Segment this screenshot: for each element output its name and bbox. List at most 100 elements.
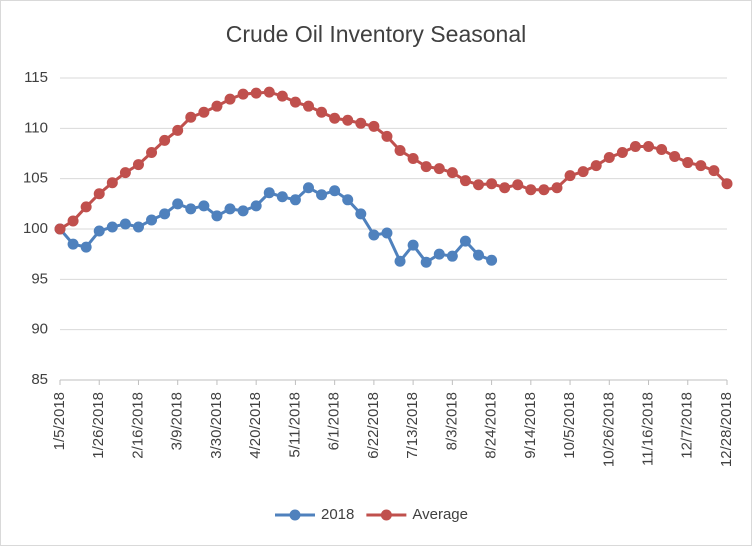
point: [368, 120, 380, 132]
point: [486, 254, 498, 266]
point: [250, 200, 262, 212]
point: [250, 87, 262, 99]
series-line: [58, 185, 493, 265]
point: [433, 163, 445, 175]
chart-title: Crude Oil Inventory Seasonal: [226, 21, 526, 47]
point: [473, 179, 485, 191]
point: [669, 151, 681, 163]
y-tick-label: 105: [23, 170, 48, 187]
point: [682, 157, 694, 169]
point: [67, 215, 79, 227]
point: [381, 227, 393, 239]
point: [342, 194, 354, 206]
point: [394, 144, 406, 156]
point: [564, 170, 576, 182]
x-tick-label: 12/7/2018: [679, 392, 696, 459]
point: [316, 106, 328, 118]
point: [276, 191, 288, 203]
legend-marker: [380, 509, 392, 521]
point: [80, 201, 92, 213]
point: [525, 184, 537, 196]
x-tick-label: 10/5/2018: [561, 392, 578, 459]
point: [93, 188, 105, 200]
point: [106, 177, 118, 189]
y-tick-label: 85: [31, 371, 48, 388]
point: [499, 182, 511, 194]
point: [263, 86, 275, 98]
x-tick-label: 4/20/2018: [247, 392, 264, 459]
point: [119, 167, 131, 179]
point: [185, 111, 197, 123]
point: [289, 194, 301, 206]
x-tick-label: 8/24/2018: [483, 392, 500, 459]
y-tick-label: 100: [23, 220, 48, 237]
point: [420, 161, 432, 173]
point: [263, 187, 275, 199]
point: [119, 218, 131, 230]
y-tick-label: 90: [31, 321, 48, 338]
point: [446, 250, 458, 262]
y-tick-label: 110: [24, 119, 48, 136]
x-tick-label: 12/28/2018: [718, 392, 735, 467]
point: [446, 167, 458, 179]
x-tick-label: 1/5/2018: [51, 392, 68, 450]
x-tick-label: 3/9/2018: [169, 392, 186, 450]
point: [329, 185, 341, 197]
point: [276, 90, 288, 102]
point: [590, 160, 602, 172]
series-line: [59, 90, 729, 231]
point: [211, 100, 223, 112]
point: [551, 182, 563, 194]
point: [459, 235, 471, 247]
point: [355, 208, 367, 220]
point: [146, 146, 158, 158]
point: [224, 93, 236, 105]
point: [656, 143, 668, 155]
point: [54, 223, 66, 235]
point: [198, 106, 210, 118]
x-tick-label: 5/11/2018: [286, 392, 303, 458]
x-tick-label: 11/16/2018: [639, 392, 656, 466]
point: [198, 200, 210, 212]
x-tick-label: 1/26/2018: [90, 392, 107, 459]
point: [132, 159, 144, 171]
x-tick-label: 6/22/2018: [365, 392, 382, 459]
point: [302, 182, 314, 194]
x-tick-label: 3/30/2018: [208, 392, 225, 459]
point: [302, 100, 314, 112]
point: [67, 238, 79, 250]
point: [577, 166, 589, 178]
point: [289, 96, 301, 108]
point: [172, 124, 184, 136]
point: [708, 165, 720, 177]
point: [172, 198, 184, 210]
legend-label: Average: [412, 506, 468, 523]
point: [132, 221, 144, 233]
point: [381, 130, 393, 142]
point: [643, 140, 655, 152]
point: [211, 210, 223, 222]
point: [721, 178, 733, 190]
point: [159, 208, 171, 220]
point: [237, 205, 249, 217]
point: [695, 160, 707, 172]
x-tick-label: 2/16/2018: [129, 392, 146, 459]
point: [368, 229, 380, 241]
point: [420, 256, 432, 268]
point: [407, 239, 419, 251]
point: [355, 117, 367, 129]
point: [224, 203, 236, 215]
point: [237, 88, 249, 100]
y-tick-label: 115: [24, 69, 48, 86]
point: [93, 225, 105, 237]
point: [473, 249, 485, 261]
legend-marker: [289, 509, 301, 521]
point: [80, 241, 92, 253]
point: [329, 112, 341, 124]
x-tick-label: 10/26/2018: [600, 392, 617, 467]
point: [342, 114, 354, 126]
point: [433, 248, 445, 260]
point: [629, 140, 641, 152]
